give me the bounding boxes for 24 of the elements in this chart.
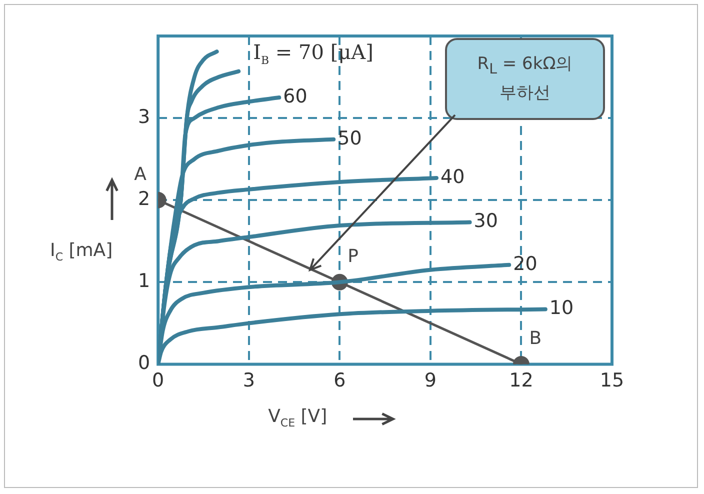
annotation: B [529, 328, 542, 350]
x-tick-label: 3 [242, 370, 255, 392]
series-label: 50 [338, 127, 362, 150]
annotation: R$_{L}$ = 6kΩ의 부하선 [477, 52, 573, 105]
series-label: 30 [474, 210, 498, 232]
annotation: P [348, 246, 358, 268]
series-label: 20 [513, 252, 538, 275]
x-tick-label: 15 [600, 370, 624, 392]
series-label: 40 [440, 166, 465, 188]
x-axis-title: V$_{CE}$ [V] [268, 406, 328, 430]
x-tick-label: 12 [509, 370, 534, 392]
series-label: 60 [283, 85, 308, 108]
y-tick-label: 1 [138, 270, 150, 292]
x-tick-label: 0 [152, 370, 164, 392]
y-tick-label: 0 [138, 352, 150, 374]
x-tick-label: 9 [424, 370, 436, 392]
x-tick-label: 6 [334, 370, 346, 392]
annotation: I$_{B}$ = 70 [μA] [253, 40, 374, 67]
y-tick-label: 3 [138, 106, 150, 128]
annotation: A [134, 164, 146, 186]
series-label: 10 [549, 297, 574, 320]
y-axis-title: I$_{C}$ [mA] [50, 240, 113, 264]
note-box: R$_{L}$ = 6kΩ의 부하선 [445, 38, 605, 120]
y-tick-label: 2 [138, 188, 150, 210]
